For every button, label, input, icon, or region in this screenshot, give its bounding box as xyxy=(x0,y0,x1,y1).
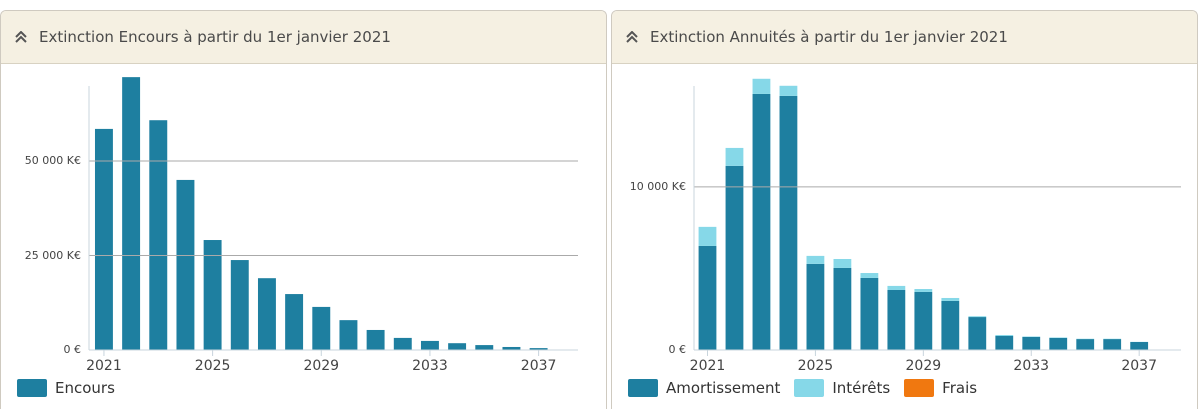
legend-label: Amortissement xyxy=(666,379,781,397)
bar xyxy=(176,179,195,350)
chart: 2021 2025 2029 2033 2037 xyxy=(86,77,578,374)
bar xyxy=(475,345,494,350)
x-tick-label: 2025 xyxy=(195,358,231,374)
y-tick-label: 0 € xyxy=(63,343,82,356)
x-tick-label: 2029 xyxy=(303,358,339,374)
x-tick-label: 2021 xyxy=(86,358,122,374)
x-tick-label: 2025 xyxy=(798,358,834,374)
bar-segment xyxy=(833,267,852,350)
panel: Extinction Encours à partir du 1er janvi… xyxy=(0,10,607,409)
bar xyxy=(366,329,385,350)
bar xyxy=(149,120,168,351)
y-tick-label: 10 000 K€ xyxy=(629,179,686,193)
bar xyxy=(230,260,249,350)
y-tick-label: 25 000 K€ xyxy=(24,248,81,262)
bar xyxy=(312,306,331,350)
bar-segment xyxy=(941,300,960,350)
bar-segment xyxy=(1022,336,1041,350)
legend-swatch xyxy=(904,379,935,397)
bar xyxy=(285,294,304,350)
bar-segment xyxy=(968,316,987,318)
x-tick-label: 2033 xyxy=(1013,358,1049,374)
bar-segment xyxy=(995,334,1014,336)
bar-segment xyxy=(725,165,744,350)
bar-segment xyxy=(779,95,798,351)
bar-segment xyxy=(806,263,825,350)
legend-item[interactable]: Frais xyxy=(904,379,977,397)
bar-segment xyxy=(752,93,771,350)
x-tick-label: 2037 xyxy=(521,358,557,374)
bar xyxy=(339,320,358,350)
bar-segment xyxy=(1103,339,1122,350)
bar xyxy=(448,343,467,350)
bar-segment xyxy=(1130,342,1149,350)
legend-item[interactable]: Amortissement xyxy=(628,379,780,397)
legend-label: Frais xyxy=(942,379,978,397)
bar-segment xyxy=(887,285,906,290)
legend-swatch xyxy=(17,379,47,397)
x-tick-label: 2033 xyxy=(412,358,448,374)
panel: Extinction Annuités à partir du 1er janv… xyxy=(611,10,1198,409)
legend-swatch xyxy=(628,379,658,397)
legend: Amortissement Intérêts Frais xyxy=(628,379,977,397)
x-tick-label: 2021 xyxy=(690,358,726,374)
x-tick-label: 2037 xyxy=(1121,358,1157,374)
bar-segment xyxy=(833,258,852,268)
legend-item[interactable]: Encours xyxy=(17,379,115,397)
x-tick-label: 2029 xyxy=(906,358,942,374)
collapse-icon[interactable] xyxy=(626,31,638,43)
legend: Encours xyxy=(17,379,115,397)
bar xyxy=(420,340,439,350)
bar xyxy=(257,278,276,350)
panel-title: Extinction Annuités à partir du 1er janv… xyxy=(650,28,1008,46)
panel-title: Extinction Encours à partir du 1er janvi… xyxy=(39,28,391,46)
bar-segment xyxy=(860,273,879,278)
panel-header[interactable]: Extinction Encours à partir du 1er janvi… xyxy=(1,11,606,64)
bar xyxy=(203,240,222,350)
bar-segment xyxy=(698,245,717,350)
bar-segment xyxy=(941,297,960,301)
legend-item[interactable]: Intérêts xyxy=(794,379,890,397)
bar-segment xyxy=(914,291,933,350)
bar-segment xyxy=(995,335,1014,350)
bar-segment xyxy=(752,78,771,94)
legend-label: Encours xyxy=(55,379,115,397)
bar-segment xyxy=(887,289,906,350)
bar-segment xyxy=(725,147,744,166)
bar-segment xyxy=(1076,339,1095,350)
panel-header[interactable]: Extinction Annuités à partir du 1er janv… xyxy=(612,11,1197,64)
bar-segment xyxy=(968,317,987,350)
bar-segment xyxy=(860,277,879,350)
bar xyxy=(502,346,521,350)
bar xyxy=(393,337,412,350)
collapse-icon[interactable] xyxy=(15,31,27,43)
y-tick-label: 0 € xyxy=(668,343,687,356)
bar xyxy=(122,77,141,351)
legend-swatch xyxy=(794,379,825,397)
bar-segment xyxy=(806,255,825,264)
y-tick-label: 50 000 K€ xyxy=(24,154,81,168)
bar xyxy=(529,348,548,350)
bar-segment xyxy=(914,289,933,292)
legend-label: Intérêts xyxy=(832,379,891,397)
bar-segment xyxy=(1049,337,1068,350)
bar xyxy=(94,128,113,350)
bar-segment xyxy=(698,226,717,246)
chart: 2021 2025 2029 2033 2037 xyxy=(690,78,1181,374)
bar-segment xyxy=(779,85,798,96)
